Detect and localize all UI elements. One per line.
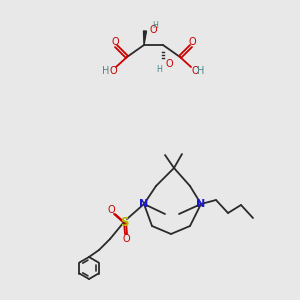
Text: O: O bbox=[166, 59, 174, 69]
Text: O: O bbox=[109, 66, 117, 76]
Polygon shape bbox=[143, 31, 146, 45]
Text: O: O bbox=[111, 37, 119, 47]
Text: N: N bbox=[140, 199, 148, 209]
Text: S: S bbox=[120, 215, 128, 229]
Text: H: H bbox=[197, 66, 205, 76]
Text: O: O bbox=[122, 234, 130, 244]
Text: H: H bbox=[102, 66, 110, 76]
Text: H: H bbox=[156, 64, 162, 74]
Text: O: O bbox=[188, 37, 196, 47]
Text: O: O bbox=[107, 205, 115, 215]
Text: O: O bbox=[191, 66, 199, 76]
Text: N: N bbox=[196, 199, 206, 209]
Text: H: H bbox=[152, 22, 158, 31]
Text: O: O bbox=[149, 25, 157, 35]
